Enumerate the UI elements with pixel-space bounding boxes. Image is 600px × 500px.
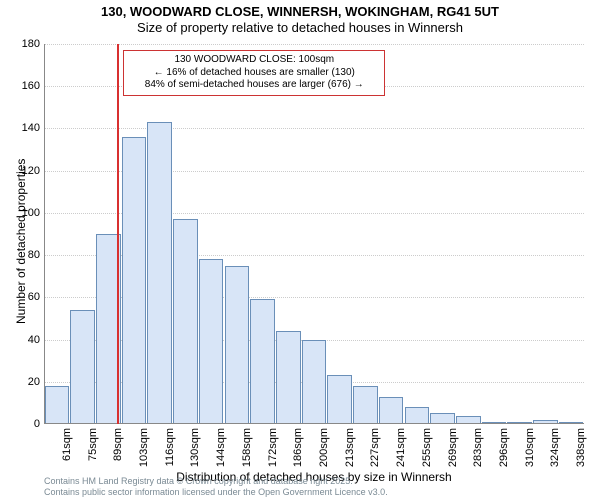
histogram-bar (70, 310, 95, 424)
histogram-bar (379, 397, 404, 424)
ytick-label: 0 (10, 418, 40, 430)
plot-area: 130 WOODWARD CLOSE: 100sqm ← 16% of deta… (44, 44, 584, 424)
bars-container (44, 44, 584, 424)
chart-title-block: 130, WOODWARD CLOSE, WINNERSH, WOKINGHAM… (0, 0, 600, 35)
footer-attribution: Contains HM Land Registry data © Crown c… (44, 476, 388, 499)
ytick-label: 60 (10, 291, 40, 303)
histogram-bar (122, 137, 147, 424)
annotation-line1: 130 WOODWARD CLOSE: 100sqm (130, 54, 378, 67)
footer-line2: Contains public sector information licen… (44, 487, 388, 498)
ytick-label: 100 (10, 207, 40, 219)
title-line2: Size of property relative to detached ho… (0, 20, 600, 36)
histogram-bar (199, 259, 224, 424)
histogram-bar (405, 407, 430, 424)
annotation-line3: 84% of semi-detached houses are larger (… (130, 79, 378, 92)
histogram-bar (302, 340, 327, 424)
histogram-bar (327, 375, 352, 424)
histogram-bar (353, 386, 378, 424)
ytick-label: 20 (10, 376, 40, 388)
ytick-label: 80 (10, 249, 40, 261)
annotation-line2: ← 16% of detached houses are smaller (13… (130, 67, 378, 80)
ytick-label: 140 (10, 122, 40, 134)
histogram-bar (276, 331, 301, 424)
title-line1: 130, WOODWARD CLOSE, WINNERSH, WOKINGHAM… (0, 4, 600, 20)
histogram-bar (225, 266, 250, 424)
reference-line (117, 44, 119, 424)
chart-area: 130 WOODWARD CLOSE: 100sqm ← 16% of deta… (44, 44, 584, 424)
annotation-box: 130 WOODWARD CLOSE: 100sqm ← 16% of deta… (123, 50, 385, 96)
footer-line1: Contains HM Land Registry data © Crown c… (44, 476, 388, 487)
x-axis-line (44, 423, 584, 424)
ytick-label: 120 (10, 165, 40, 177)
histogram-bar (147, 122, 172, 424)
histogram-bar (173, 219, 198, 424)
ytick-label: 180 (10, 38, 40, 50)
ytick-label: 160 (10, 80, 40, 92)
histogram-bar (45, 386, 70, 424)
histogram-bar (250, 299, 275, 424)
y-axis-line (44, 44, 45, 424)
ytick-label: 40 (10, 334, 40, 346)
